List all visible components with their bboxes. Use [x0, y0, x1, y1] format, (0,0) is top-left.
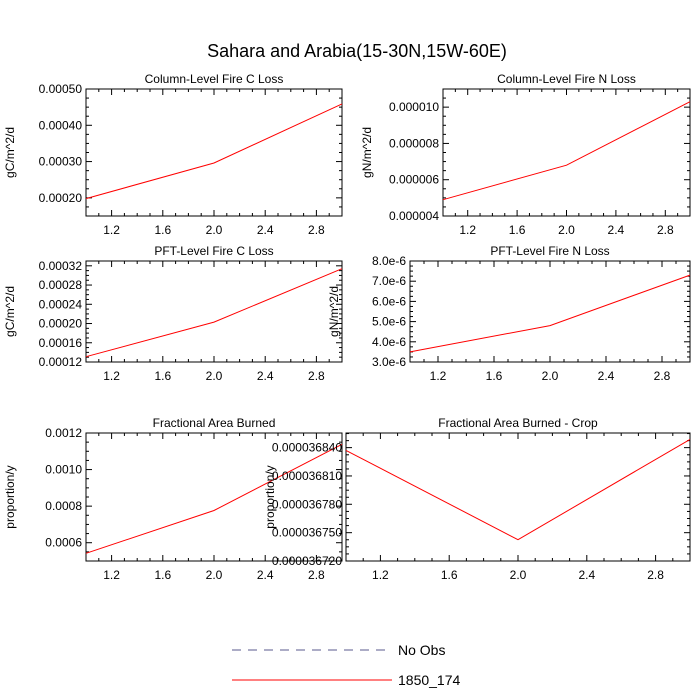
- y-tick-label: 0.000036810: [272, 469, 342, 483]
- y-tick-label: 0.000008: [389, 136, 439, 150]
- y-tick-label: 0.00020: [39, 191, 83, 205]
- plot-frame: [345, 432, 691, 562]
- chart-panel-5: Fractional Area Burned proportion/y 1.2 1.6…: [3, 416, 343, 582]
- y-axis-label: proportion/y: [3, 465, 17, 528]
- y-tick-label: 0.000036720: [272, 554, 342, 568]
- panel-title: Column-Level Fire C Loss: [145, 72, 284, 86]
- plot-frame: [85, 88, 343, 217]
- x-tick-label: 1.6: [154, 568, 171, 582]
- plot-frame: [85, 260, 343, 363]
- y-tick-label: 0.0010: [45, 463, 82, 477]
- y-tick-label: 0.0006: [45, 536, 82, 550]
- y-tick-label: 0.00024: [39, 297, 83, 311]
- series-line-1: [442, 101, 691, 201]
- y-tick-label: 0.000036750: [272, 526, 342, 540]
- plot-frame: [442, 88, 691, 217]
- x-tick-label: 1.2: [103, 223, 120, 237]
- y-axis-label: gC/m^2/d: [3, 127, 17, 178]
- x-tick-label: 2.0: [206, 369, 223, 383]
- series-line-1: [85, 443, 343, 554]
- x-tick-label: 1.6: [154, 369, 171, 383]
- x-tick-label: 1.2: [103, 369, 120, 383]
- y-tick-label: 5.0e-6: [372, 315, 406, 329]
- x-tick-label: 1.6: [154, 223, 171, 237]
- x-tick-label: 2.0: [206, 223, 223, 237]
- series-line-1: [85, 268, 343, 358]
- y-axis-label: gN/m^2/d: [360, 127, 374, 178]
- legend-label-1850-174: 1850_174: [398, 672, 461, 688]
- chart-panel-2: Column-Level Fire N Loss gN/m^2/d 1.2 1.6 2.…: [360, 72, 691, 237]
- chart-panels: Column-Level Fire C Loss gC/m^2/d 1.2 1.6 2.…: [3, 72, 691, 582]
- x-tick-label: 2.4: [608, 223, 625, 237]
- panel-title: Column-Level Fire N Loss: [497, 72, 636, 86]
- chart-panel-3: PFT-Level Fire C Loss gC/m^2/d 1.2 1.6 2.0 2.…: [3, 244, 343, 383]
- panel-title: Fractional Area Burned: [153, 416, 276, 430]
- y-tick-label: 0.0012: [45, 426, 82, 440]
- y-tick-label: 0.00032: [39, 259, 83, 273]
- y-tick-label: 0.00040: [39, 118, 83, 132]
- x-tick-label: 2.0: [558, 223, 575, 237]
- panel-title: PFT-Level Fire C Loss: [154, 244, 273, 258]
- x-tick-label: 1.2: [430, 369, 447, 383]
- x-tick-label: 2.4: [257, 223, 274, 237]
- y-tick-label: 0.000036780: [272, 497, 342, 511]
- x-tick-label: 1.2: [459, 223, 476, 237]
- x-tick-label: 2.0: [206, 568, 223, 582]
- y-tick-label: 6.0e-6: [372, 294, 406, 308]
- x-tick-label: 2.4: [598, 369, 615, 383]
- legend-label-no-obs: No Obs: [398, 642, 445, 658]
- y-tick-label: 0.000010: [389, 100, 439, 114]
- x-tick-label: 1.2: [103, 568, 120, 582]
- y-axis-label: gN/m^2/d: [327, 286, 341, 337]
- panel-title: Fractional Area Burned - Crop: [438, 416, 598, 430]
- plot-frame: [409, 260, 691, 363]
- y-tick-label: 0.000006: [389, 173, 439, 187]
- y-tick-label: 0.00020: [39, 317, 83, 331]
- y-tick-label: 0.00012: [39, 355, 83, 369]
- x-tick-label: 2.8: [308, 223, 325, 237]
- series-line-1: [345, 438, 691, 541]
- x-tick-label: 2.4: [257, 568, 274, 582]
- x-tick-label: 2.0: [542, 369, 559, 383]
- y-axis-label: proportion/y: [263, 465, 277, 528]
- x-tick-label: 1.6: [486, 369, 503, 383]
- y-tick-label: 7.0e-6: [372, 274, 406, 288]
- y-tick-label: 0.000036840: [272, 441, 342, 455]
- y-tick-label: 0.0008: [45, 499, 82, 513]
- chart-panel-1: Column-Level Fire C Loss gC/m^2/d 1.2 1.6 2.…: [3, 72, 343, 237]
- x-tick-label: 2.8: [654, 369, 671, 383]
- x-tick-label: 2.4: [578, 568, 595, 582]
- legend: No Obs 1850_174: [232, 642, 461, 688]
- x-tick-label: 2.4: [257, 369, 274, 383]
- x-tick-label: 2.8: [308, 568, 325, 582]
- y-tick-label: 0.000004: [389, 209, 439, 223]
- x-tick-label: 2.0: [510, 568, 527, 582]
- chart-panel-4: PFT-Level Fire N Loss gN/m^2/d 1.2 1.6 2.0 2.…: [327, 244, 691, 383]
- y-tick-label: 4.0e-6: [372, 335, 406, 349]
- y-tick-label: 0.00028: [39, 278, 83, 292]
- y-tick-label: 3.0e-6: [372, 355, 406, 369]
- series-line-1: [409, 274, 691, 353]
- y-tick-label: 0.00030: [39, 155, 83, 169]
- x-tick-label: 2.8: [657, 223, 674, 237]
- x-tick-label: 2.8: [308, 369, 325, 383]
- y-tick-label: 0.00016: [39, 336, 83, 350]
- x-tick-label: 1.6: [441, 568, 458, 582]
- chart-panel-6: Fractional Area Burned - Crop proportion/…: [263, 416, 691, 582]
- y-tick-label: 8.0e-6: [372, 254, 406, 268]
- x-tick-label: 1.2: [372, 568, 389, 582]
- x-tick-label: 2.8: [647, 568, 664, 582]
- y-axis-label: gC/m^2/d: [3, 286, 17, 337]
- series-line-1: [85, 103, 343, 200]
- y-tick-label: 0.00050: [39, 82, 83, 96]
- x-tick-label: 1.6: [509, 223, 526, 237]
- panel-title: PFT-Level Fire N Loss: [490, 244, 609, 258]
- page-title: Sahara and Arabia(15-30N,15W-60E): [207, 41, 507, 61]
